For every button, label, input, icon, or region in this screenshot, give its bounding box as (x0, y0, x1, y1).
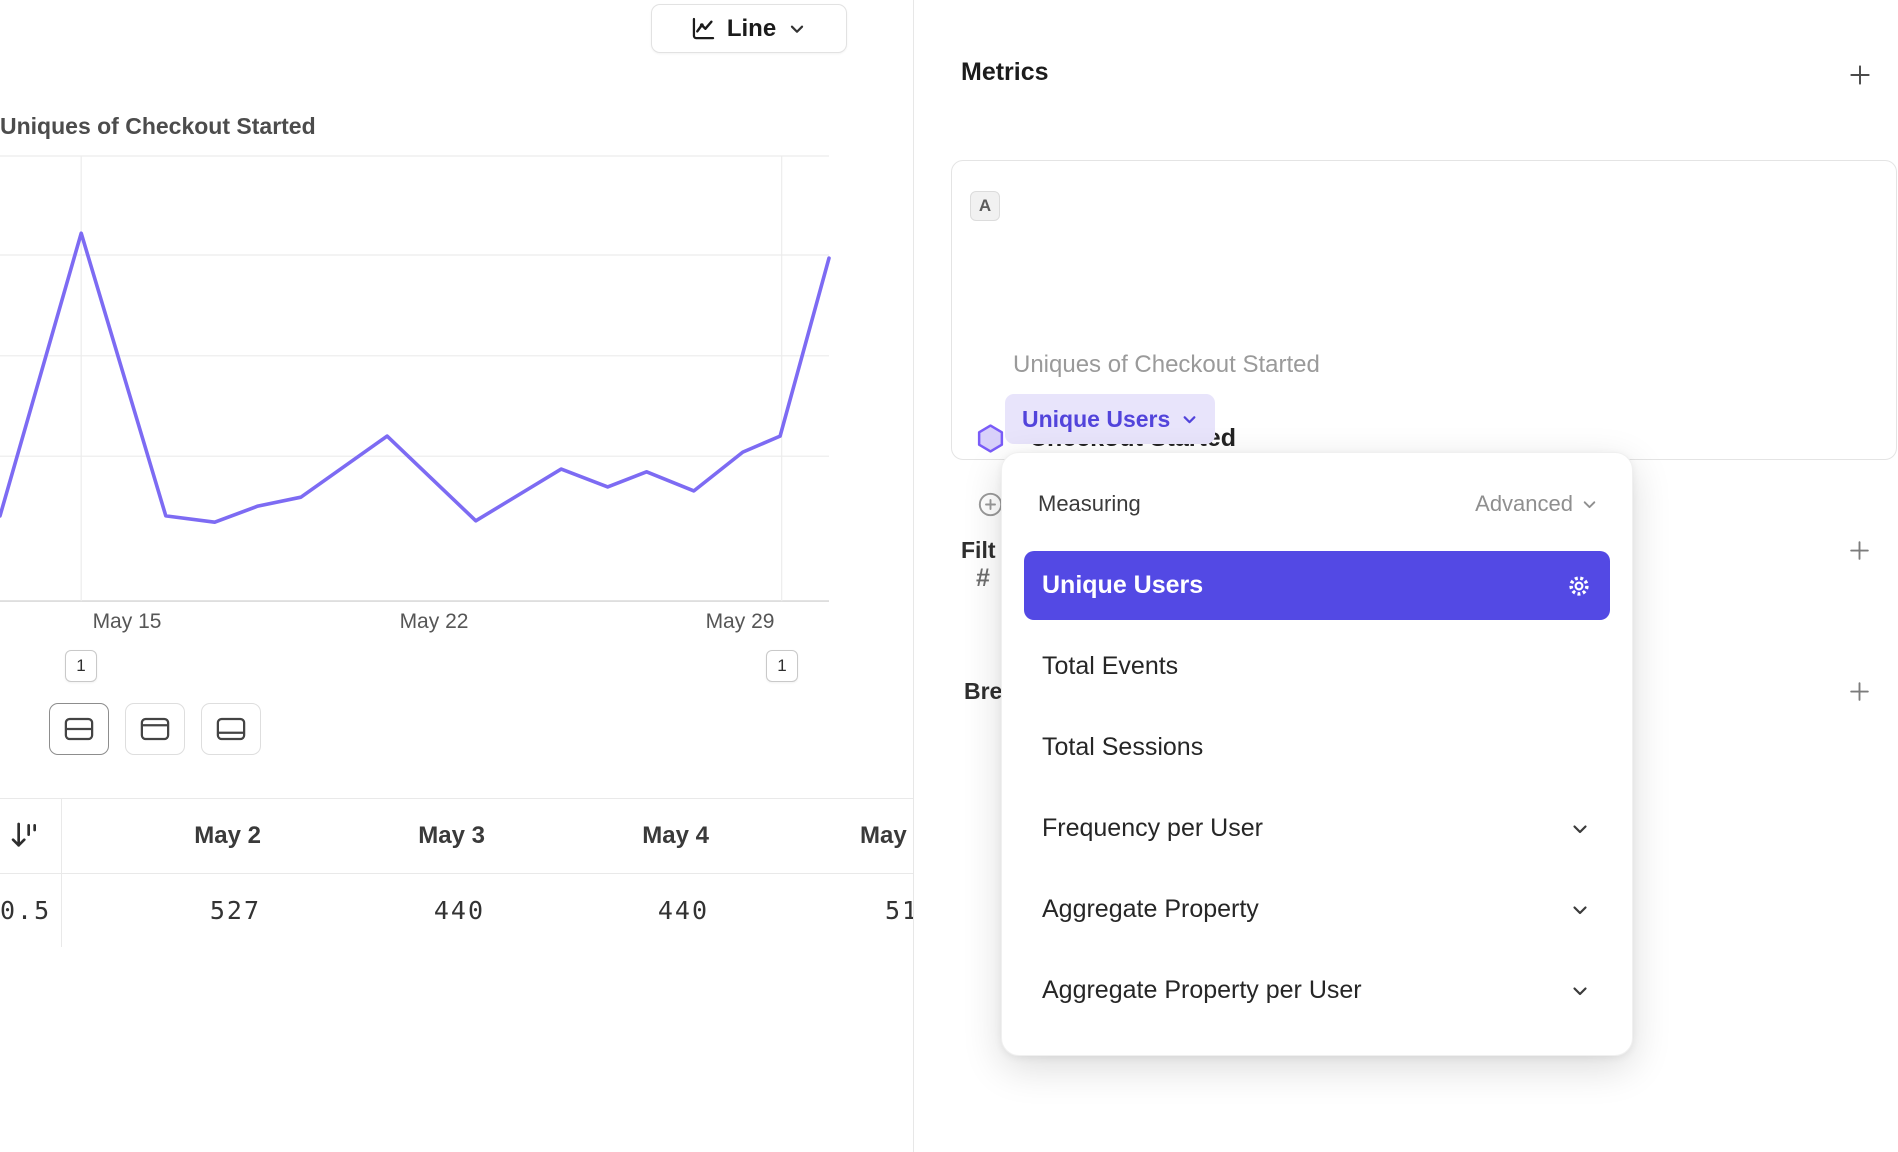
menu-item-label: Frequency per User (1042, 814, 1263, 842)
table-column-header[interactable]: May (860, 822, 907, 849)
table-column-header[interactable]: May 3 (418, 822, 485, 849)
layout-bottom-pane-button[interactable] (201, 703, 261, 755)
chevron-down-icon (1573, 824, 1587, 833)
menu-item-label: Unique Users (1042, 571, 1204, 599)
hexagon-event-icon (977, 424, 1004, 453)
line-chart[interactable] (0, 155, 831, 602)
chart-type-label: Line (726, 14, 777, 42)
x-axis-tick-label: May 22 (399, 610, 469, 633)
add-breakdown-icon[interactable] (1847, 679, 1872, 704)
advanced-mode-toggle[interactable]: Advanced (1475, 491, 1600, 517)
measurement-selector-chip[interactable]: Unique Users (1005, 394, 1216, 444)
measuring-dropdown-header: Measuring Advanced (1024, 479, 1610, 529)
layout-top-pane-icon (140, 717, 170, 741)
annotation-badge[interactable]: 1 (65, 650, 97, 682)
table-column-header[interactable]: May 2 (194, 822, 261, 849)
chevron-down-icon (1183, 415, 1196, 423)
measuring-option-total-events[interactable]: Total Events (1024, 626, 1610, 707)
table-cell: 440 (433, 896, 485, 925)
measuring-option-frequency-per-user[interactable]: Frequency per User (1024, 788, 1610, 869)
circle-plus-icon (978, 492, 1003, 516)
measuring-options-list: Unique Users Total Events Total Sessions Fr… (1024, 551, 1610, 1031)
hash-symbol: # (976, 564, 990, 592)
table-cell: 527 (209, 896, 261, 925)
chart-line-series (0, 231, 831, 525)
measuring-option-unique-users[interactable]: Unique Users (1024, 551, 1610, 620)
measuring-option-aggregate-property[interactable]: Aggregate Property (1024, 869, 1610, 950)
measuring-option-aggregate-property-per-user[interactable]: Aggregate Property per User (1024, 950, 1610, 1031)
table-column-header[interactable]: May 4 (642, 822, 709, 849)
results-table: May 2 May 3 May 4 May 0.5 527 440 440 51 (0, 798, 913, 947)
add-filter-icon[interactable] (1847, 538, 1872, 563)
chart-title: Uniques of Checkout Started (0, 113, 316, 139)
menu-item-label: Aggregate Property per User (1042, 976, 1362, 1004)
metric-card: A Uniques of Checkout Started Checkout S… (951, 160, 1897, 592)
x-axis-tick-label: May 15 (92, 610, 162, 633)
row-label-cell: 0.5 (0, 874, 62, 947)
chart-type-button[interactable]: Line (651, 4, 847, 53)
measuring-dropdown-popup: Measuring Advanced Unique Users Total Eve… (1001, 452, 1633, 1056)
breakdowns-section-title: Bre (964, 678, 1003, 704)
filters-section-title: Filt (961, 537, 996, 563)
layout-split-button[interactable] (49, 703, 109, 755)
panel-divider (913, 0, 914, 1152)
table-cell: 51 (885, 896, 913, 925)
line-chart-icon (692, 17, 715, 40)
metric-letter-badge[interactable]: A (970, 191, 1000, 221)
measuring-label: Measuring (1038, 491, 1141, 516)
sort-descending-icon[interactable] (8, 818, 40, 854)
chevron-down-icon (791, 25, 804, 33)
menu-item-label: Aggregate Property (1042, 895, 1259, 923)
chevron-down-icon (1573, 905, 1587, 914)
menu-item-label: Total Events (1042, 652, 1179, 680)
measurement-chip-label: Unique Users (1022, 405, 1171, 432)
row-label: 0.5 (0, 896, 52, 925)
x-axis-tick-label: May 29 (705, 610, 775, 633)
chevron-down-icon (1573, 986, 1587, 995)
table-data-row: 0.5 527 440 440 51 (0, 874, 913, 947)
measuring-option-total-sessions[interactable]: Total Sessions (1024, 707, 1610, 788)
table-sort-cell[interactable] (0, 799, 62, 873)
table-cell: 440 (657, 896, 709, 925)
layout-bottom-pane-icon (216, 717, 246, 741)
metric-title[interactable]: Uniques of Checkout Started (1013, 351, 1320, 378)
layout-top-pane-button[interactable] (125, 703, 185, 755)
table-header-row: May 2 May 3 May 4 May (0, 798, 913, 874)
menu-item-label: Total Sessions (1042, 733, 1204, 761)
chevron-down-icon (1583, 500, 1596, 508)
add-metric-icon[interactable] (1847, 62, 1873, 88)
layout-split-icon (64, 717, 94, 741)
metrics-section-title: Metrics (961, 58, 1049, 86)
annotation-badge[interactable]: 1 (766, 650, 798, 682)
advanced-mode-label: Advanced (1475, 491, 1573, 516)
gear-icon[interactable] (1566, 573, 1592, 599)
layout-toggle-group (49, 703, 261, 755)
